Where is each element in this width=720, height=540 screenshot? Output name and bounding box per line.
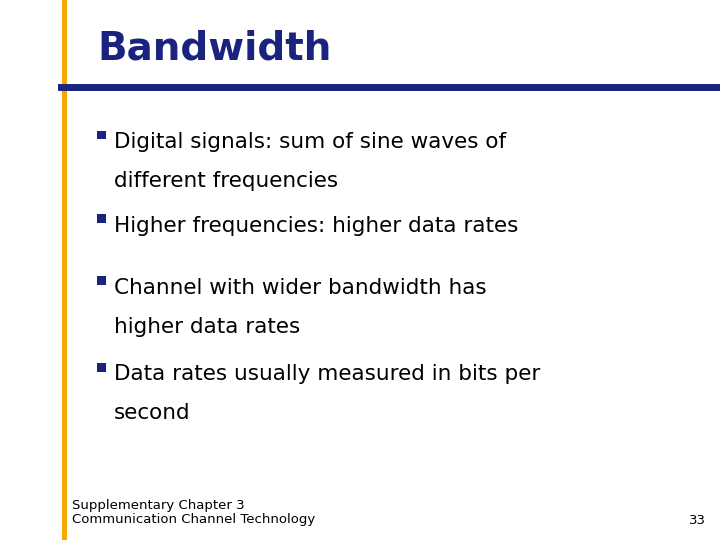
Text: Supplementary Chapter 3
Communication Channel Technology: Supplementary Chapter 3 Communication Ch… xyxy=(72,498,315,526)
Text: Higher frequencies: higher data rates: Higher frequencies: higher data rates xyxy=(114,216,518,236)
Bar xyxy=(97,131,106,139)
Bar xyxy=(62,0,68,540)
Text: 33: 33 xyxy=(688,514,706,526)
Text: Digital signals: sum of sine waves of: Digital signals: sum of sine waves of xyxy=(114,132,506,152)
Text: Data rates usually measured in bits per: Data rates usually measured in bits per xyxy=(114,364,540,384)
Text: different frequencies: different frequencies xyxy=(114,171,338,191)
Bar xyxy=(97,363,106,372)
Text: higher data rates: higher data rates xyxy=(114,317,300,337)
Bar xyxy=(97,276,106,285)
Text: Bandwidth: Bandwidth xyxy=(97,30,332,68)
Bar xyxy=(97,214,106,223)
Text: second: second xyxy=(114,403,190,423)
Text: Channel with wider bandwidth has: Channel with wider bandwidth has xyxy=(114,278,487,298)
